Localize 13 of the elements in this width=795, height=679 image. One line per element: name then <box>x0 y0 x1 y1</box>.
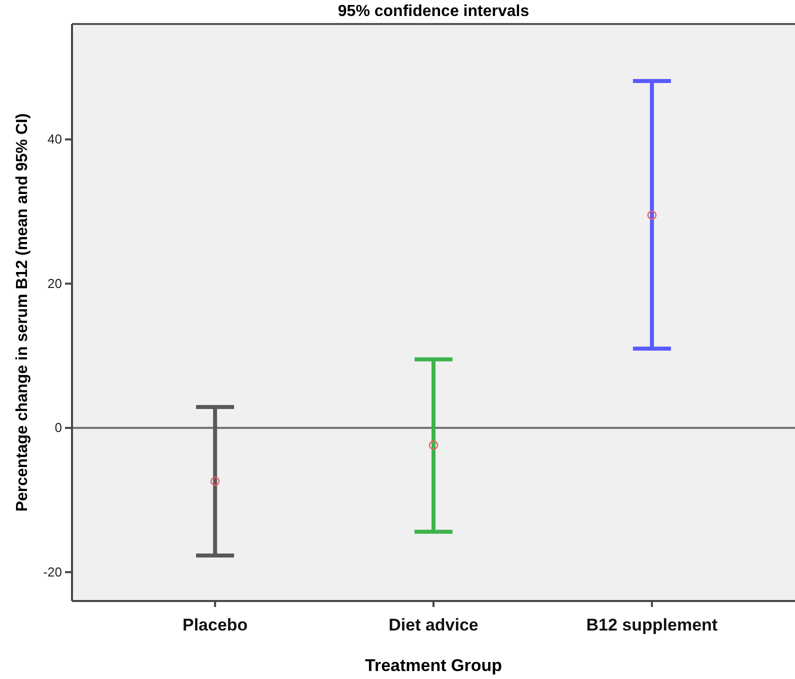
y-tick-label: 0 <box>54 420 62 436</box>
y-tick-label: 20 <box>48 276 62 291</box>
x-tick-label: B12 supplement <box>586 615 718 634</box>
y-axis-title: Percentage change in serum B12 (mean and 95% CI) <box>14 113 31 512</box>
x-tick-label: Placebo <box>182 615 248 634</box>
point <box>647 210 657 220</box>
x-axis-title: Treatment Group <box>365 656 502 675</box>
point <box>210 476 220 486</box>
x-tick-label: Diet advice <box>388 615 478 634</box>
y-tick-label: -20 <box>43 564 62 580</box>
chart-title: 95% confidence intervals <box>338 3 530 20</box>
point <box>428 440 438 450</box>
y-tick-label: 40 <box>48 132 62 147</box>
